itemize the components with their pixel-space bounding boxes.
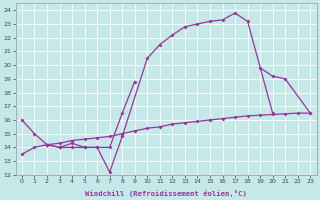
X-axis label: Windchill (Refroidissement éolien,°C): Windchill (Refroidissement éolien,°C) [85, 190, 247, 197]
